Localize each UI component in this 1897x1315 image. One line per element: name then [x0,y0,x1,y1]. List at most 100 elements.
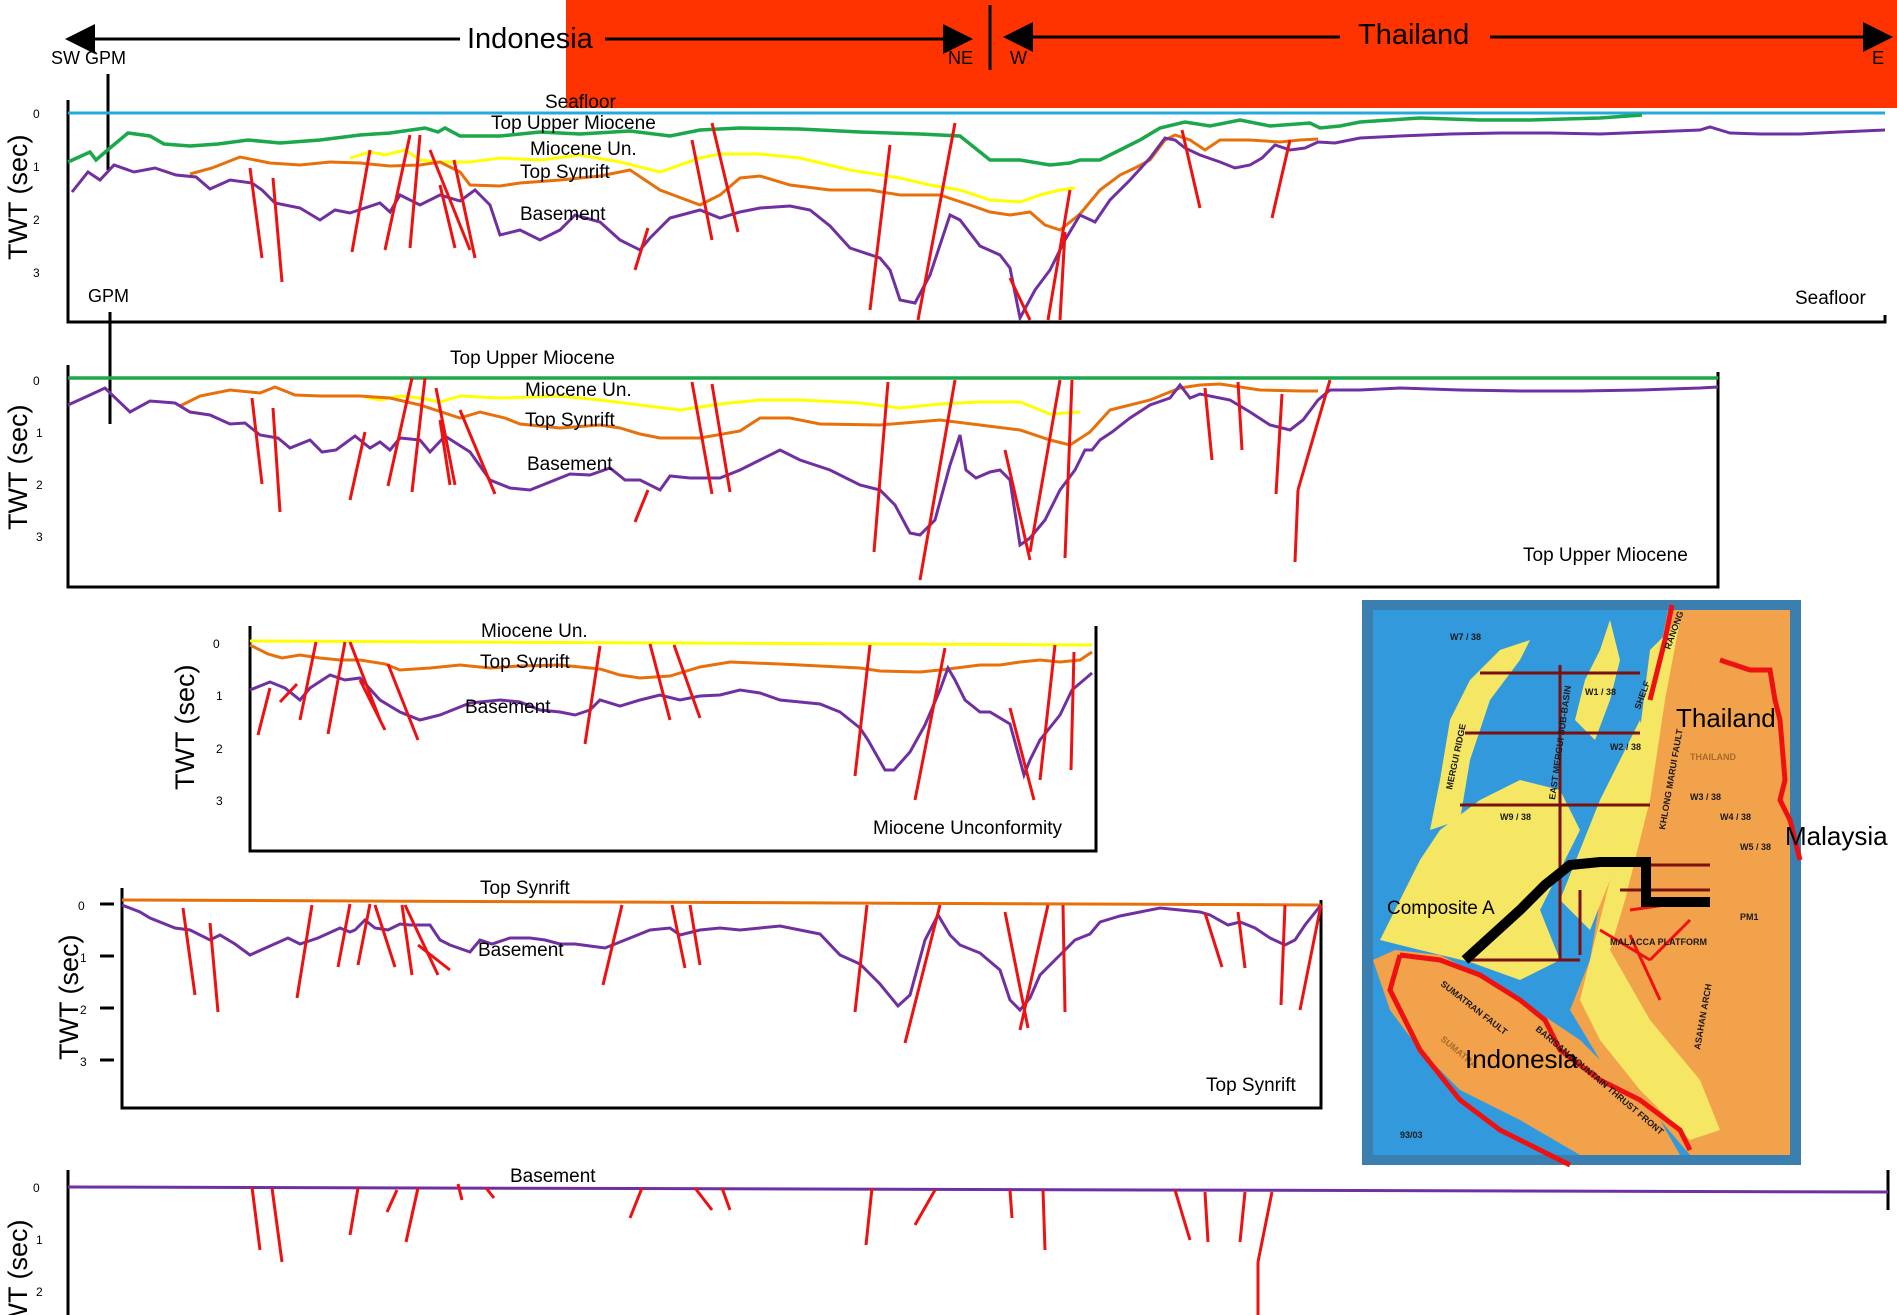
panel-5-horizon-bsmt-label: Basement [510,1166,596,1187]
horizon-top-synrift [121,898,1322,907]
map-txt-w1: W1 / 38 [1585,687,1616,697]
panel-2-yaxis-label: TWT (sec) [3,405,33,530]
panel-3: Miocene Un. Top Synrift Basement Miocene… [170,621,1098,853]
panel-1-horizon-mu-label: Miocene Un. [530,139,637,160]
panel-2-horizon-bsmt-label: Basement [527,454,613,475]
panel-3-frame [248,626,1098,853]
title-indonesia: Indonesia [467,23,594,55]
faults-panel-4 [181,903,1323,1044]
map-label-malaysia: Malaysia [1785,821,1888,851]
panel-3-horizon-mu-label: Miocene Un. [481,621,588,642]
panel-3-tick-0: 0 [213,637,220,651]
map-txt-w3: W3 / 38 [1690,792,1721,802]
panel-5-tick-0: 0 [33,1181,40,1195]
horizon-miocene-un [349,148,1076,204]
panel-5: Basement 0 1 2 TWT (sec) [3,1166,1890,1315]
panel-4-tick-marks [100,902,114,1062]
map-shelf-sumatra [1380,780,1580,980]
map-txt-w5: W5 / 38 [1740,842,1771,852]
horizon-basement [70,125,1886,323]
map-shelf-central [1560,720,1650,930]
panel-4-tick-1: 1 [80,951,87,965]
map-txt-pm1: PM1 [1740,912,1759,922]
title-thailand: Thailand [1358,19,1469,51]
location-map: MERGUI RIDGE EAST MERGUI SUB-BASIN MALAC… [1362,600,1888,1168]
map-sumatra-outline [1387,952,1693,1168]
panel-4-tick-0: 0 [78,899,85,913]
panel-2-horizon-ts-label: Top Synrift [525,410,615,431]
header-arrows [65,5,1893,70]
panel-2-horizon-mu-label: Miocene Un. [525,380,632,401]
label-sw-gpm: SW GPM [51,48,126,68]
horizon-basement [249,664,1093,780]
map-shelf-east [1580,620,1720,1140]
panel-1-gpm-label: GPM [88,286,129,306]
panel-1-tick-3: 3 [33,266,40,280]
panel-1-tick-2: 2 [33,213,40,227]
map-seismic-lines [1460,665,1710,962]
horizon-basement [67,1185,1889,1194]
map-label-composite: Composite A [1387,898,1495,919]
label-w: W [1010,48,1027,68]
panel-4-horizon-ts-label: Top Synrift [480,878,570,899]
panel-4-tick-2: 2 [80,1003,87,1017]
horizon-top-synrift [249,643,1093,680]
panel-1: Seafloor Top Upper Miocene Miocene Un. T… [3,74,1887,324]
faults-panel-1 [248,122,1292,321]
panel-2-tick-2: 2 [36,478,43,492]
map-label-thailand: Thailand [1676,703,1776,733]
panel-2: Top Upper Miocene Miocene Un. Top Synrif… [3,312,1720,589]
panel-4-yaxis-label: TWT (sec) [54,935,84,1060]
panel-1-horizon-seafloor-label: Seafloor [545,92,616,113]
panel-2-frame [66,365,1720,589]
horizon-basement [67,382,1719,548]
panel-1-tick-0: 0 [33,107,40,121]
map-thailand-outline [1647,604,1803,861]
panel-3-tick-3: 3 [216,794,223,808]
faults-panel-3 [256,641,1076,801]
panel-1-tick-1: 1 [33,160,40,174]
map-txt-9303: 93/03 [1400,1130,1423,1140]
panel-1-frame [66,100,1887,324]
panel-2-tick-1: 1 [36,426,43,440]
map-txt-malacca: MALACCA PLATFORM [1610,937,1707,947]
panel-4-caption: Top Synrift [1206,1075,1296,1096]
map-txt-w7: W7 / 38 [1450,632,1481,642]
panel-5-yaxis-label: TWT (sec) [3,1220,33,1315]
faults-panel-2 [250,377,1332,581]
panel-3-horizon-bsmt-label: Basement [465,697,551,718]
map-shelf-mergui [1430,640,1530,830]
panel-2-horizon-tum-label: Top Upper Miocene [450,348,615,369]
map-composite-line [1461,857,1710,964]
panel-5-tick-2: 2 [36,1285,43,1299]
map-txt-thailand: THAILAND [1690,752,1736,762]
panel-1-horizon-ts-label: Top Synrift [520,162,610,183]
panel-1-horizon-bsmt-label: Basement [520,204,606,225]
horizon-miocene-un [364,394,1081,416]
horizon-miocene-un [249,639,1093,647]
panel-2-caption: Top Upper Miocene [1523,545,1688,566]
panel-4-tick-3: 3 [80,1055,87,1069]
panel-4-horizon-bsmt-label: Basement [478,940,564,961]
map-land-sumatra [1373,950,1680,1155]
panel-3-tick-1: 1 [216,689,223,703]
label-ne: NE [948,48,973,68]
horizon-basement [121,903,1323,1013]
panel-2-tick-3: 3 [36,530,43,544]
panel-3-tick-2: 2 [216,742,223,756]
map-txt-w9: W9 / 38 [1500,812,1531,822]
faults-panel-5 [250,1183,1274,1315]
map-label-indonesia: Indonesia [1465,1044,1578,1074]
panel-4-frame [120,888,1323,1110]
map-shelf-north [1575,620,1620,740]
label-e: E [1872,48,1884,68]
title-banner [566,0,1897,108]
panel-3-horizon-ts-label: Top Synrift [480,652,570,673]
map-txt-w2: W2 / 38 [1610,742,1641,752]
horizon-top-upper-miocene [67,113,1643,167]
panel-1-yaxis-label: TWT (sec) [3,135,33,260]
map-txt-w4: W4 / 38 [1720,812,1751,822]
panel-1-horizon-tum-label: Top Upper Miocene [491,113,656,134]
